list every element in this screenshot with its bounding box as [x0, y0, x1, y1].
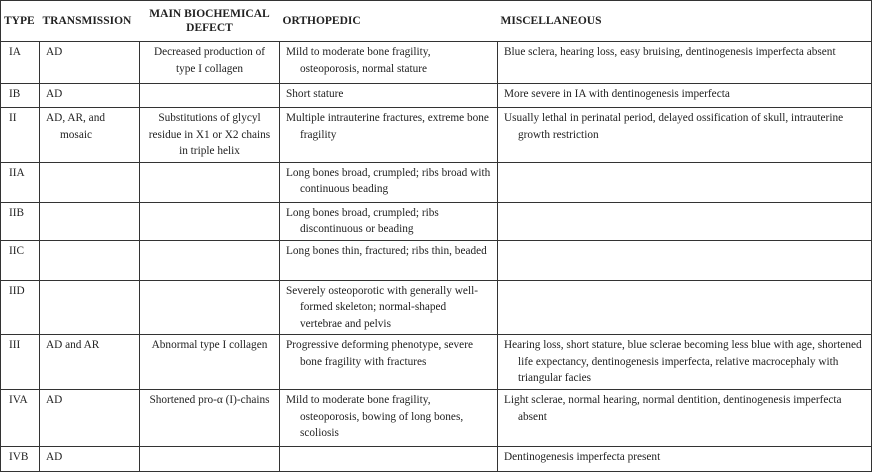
cell-type: II: [0, 107, 40, 163]
header-miscellaneous: MISCELLANEOUS: [497, 0, 872, 42]
cell-orthopedic: Multiple intrauterine fractures, extreme…: [279, 107, 498, 163]
cell-biochemical: [139, 279, 280, 335]
table-row: IIA Long bones broad, crumpled; ribs broa…: [0, 161, 872, 203]
header-orthopedic: ORTHOPEDIC: [279, 0, 498, 42]
cell-type: IVB: [0, 446, 40, 472]
cell-miscellaneous: [497, 161, 872, 203]
cell-biochemical: Substitutions of glycyl residue in X1 or…: [139, 107, 280, 163]
table-row: IVA AD Shortened pro-α (I)-chains Mild to m…: [0, 389, 872, 447]
cell-type: IB: [0, 83, 40, 108]
cell-orthopedic: Short stature: [279, 83, 498, 108]
table-row: II AD, AR, and mosaic Substitutions of gly…: [0, 107, 872, 163]
cell-orthopedic: [279, 446, 498, 472]
cell-transmission: AD: [39, 446, 140, 472]
cell-miscellaneous: Usually lethal in perinatal period, dela…: [497, 107, 872, 163]
header-row: TYPE TRANSMISSION MAIN BIOCHEMICAL DEFEC…: [0, 0, 872, 42]
table-row: IID Severely osteoporotic with generally …: [0, 279, 872, 335]
cell-orthopedic: Mild to moderate bone fragility, osteopo…: [279, 389, 498, 447]
cell-transmission: AD and AR: [39, 334, 140, 390]
cell-miscellaneous: Blue sclera, hearing loss, easy bruising…: [497, 41, 872, 84]
cell-type: IVA: [0, 389, 40, 447]
cell-miscellaneous: Hearing loss, short stature, blue sclera…: [497, 334, 872, 390]
cell-orthopedic: Severely osteoporotic with generally wel…: [279, 279, 498, 335]
cell-miscellaneous: [497, 279, 872, 335]
cell-biochemical: [139, 83, 280, 108]
cell-orthopedic: Mild to moderate bone fragility, osteopo…: [279, 41, 498, 84]
cell-biochemical: [139, 239, 280, 281]
cell-miscellaneous: Light sclerae, normal hearing, normal de…: [497, 389, 872, 447]
cell-miscellaneous: Dentinogenesis imperfecta present: [497, 446, 872, 472]
cell-transmission: AD: [39, 83, 140, 108]
cell-miscellaneous: [497, 239, 872, 281]
header-type: TYPE: [0, 0, 40, 42]
cell-orthopedic: Long bones thin, fractured; ribs thin, b…: [279, 239, 498, 281]
cell-orthopedic: Long bones broad, crumpled; ribs discont…: [279, 201, 498, 241]
cell-biochemical: [139, 446, 280, 472]
cell-type: IIC: [0, 239, 40, 281]
cell-type: IA: [0, 41, 40, 84]
cell-type: IIA: [0, 161, 40, 203]
cell-biochemical: Shortened pro-α (I)-chains: [139, 389, 280, 447]
cell-biochemical: [139, 201, 280, 241]
table-row: III AD and AR Abnormal type I collagen Prog…: [0, 334, 872, 390]
cell-type: III: [0, 334, 40, 390]
cell-transmission: [39, 201, 140, 241]
cell-transmission: AD: [39, 389, 140, 447]
cell-orthopedic: Progressive deforming phenotype, severe …: [279, 334, 498, 390]
table-row: IA AD Decreased production of type I colla…: [0, 41, 872, 84]
cell-biochemical: [139, 161, 280, 203]
cell-transmission: [39, 279, 140, 335]
cell-transmission: AD: [39, 41, 140, 84]
table-row: IVB AD Dentinogenesis imperfecta present: [0, 446, 872, 472]
header-biochemical: MAIN BIOCHEMICAL DEFECT: [139, 0, 280, 42]
cell-orthopedic: Long bones broad, crumpled; ribs broad w…: [279, 161, 498, 203]
cell-miscellaneous: [497, 201, 872, 241]
cell-transmission: AD, AR, and mosaic: [39, 107, 140, 163]
cell-biochemical: Decreased production of type I collagen: [139, 41, 280, 84]
cell-biochemical: Abnormal type I collagen: [139, 334, 280, 390]
cell-transmission: [39, 239, 140, 281]
cell-miscellaneous: More severe in IA with dentinogenesis im…: [497, 83, 872, 108]
table-row: IIB Long bones broad, crumpled; ribs disc…: [0, 201, 872, 241]
cell-type: IID: [0, 279, 40, 335]
cell-type: IIB: [0, 201, 40, 241]
table-row: IB AD Short stature More severe in IA with …: [0, 83, 872, 108]
table-row: IIC Long bones thin, fractured; ribs thin…: [0, 239, 872, 281]
cell-transmission: [39, 161, 140, 203]
header-transmission: TRANSMISSION: [39, 0, 140, 42]
